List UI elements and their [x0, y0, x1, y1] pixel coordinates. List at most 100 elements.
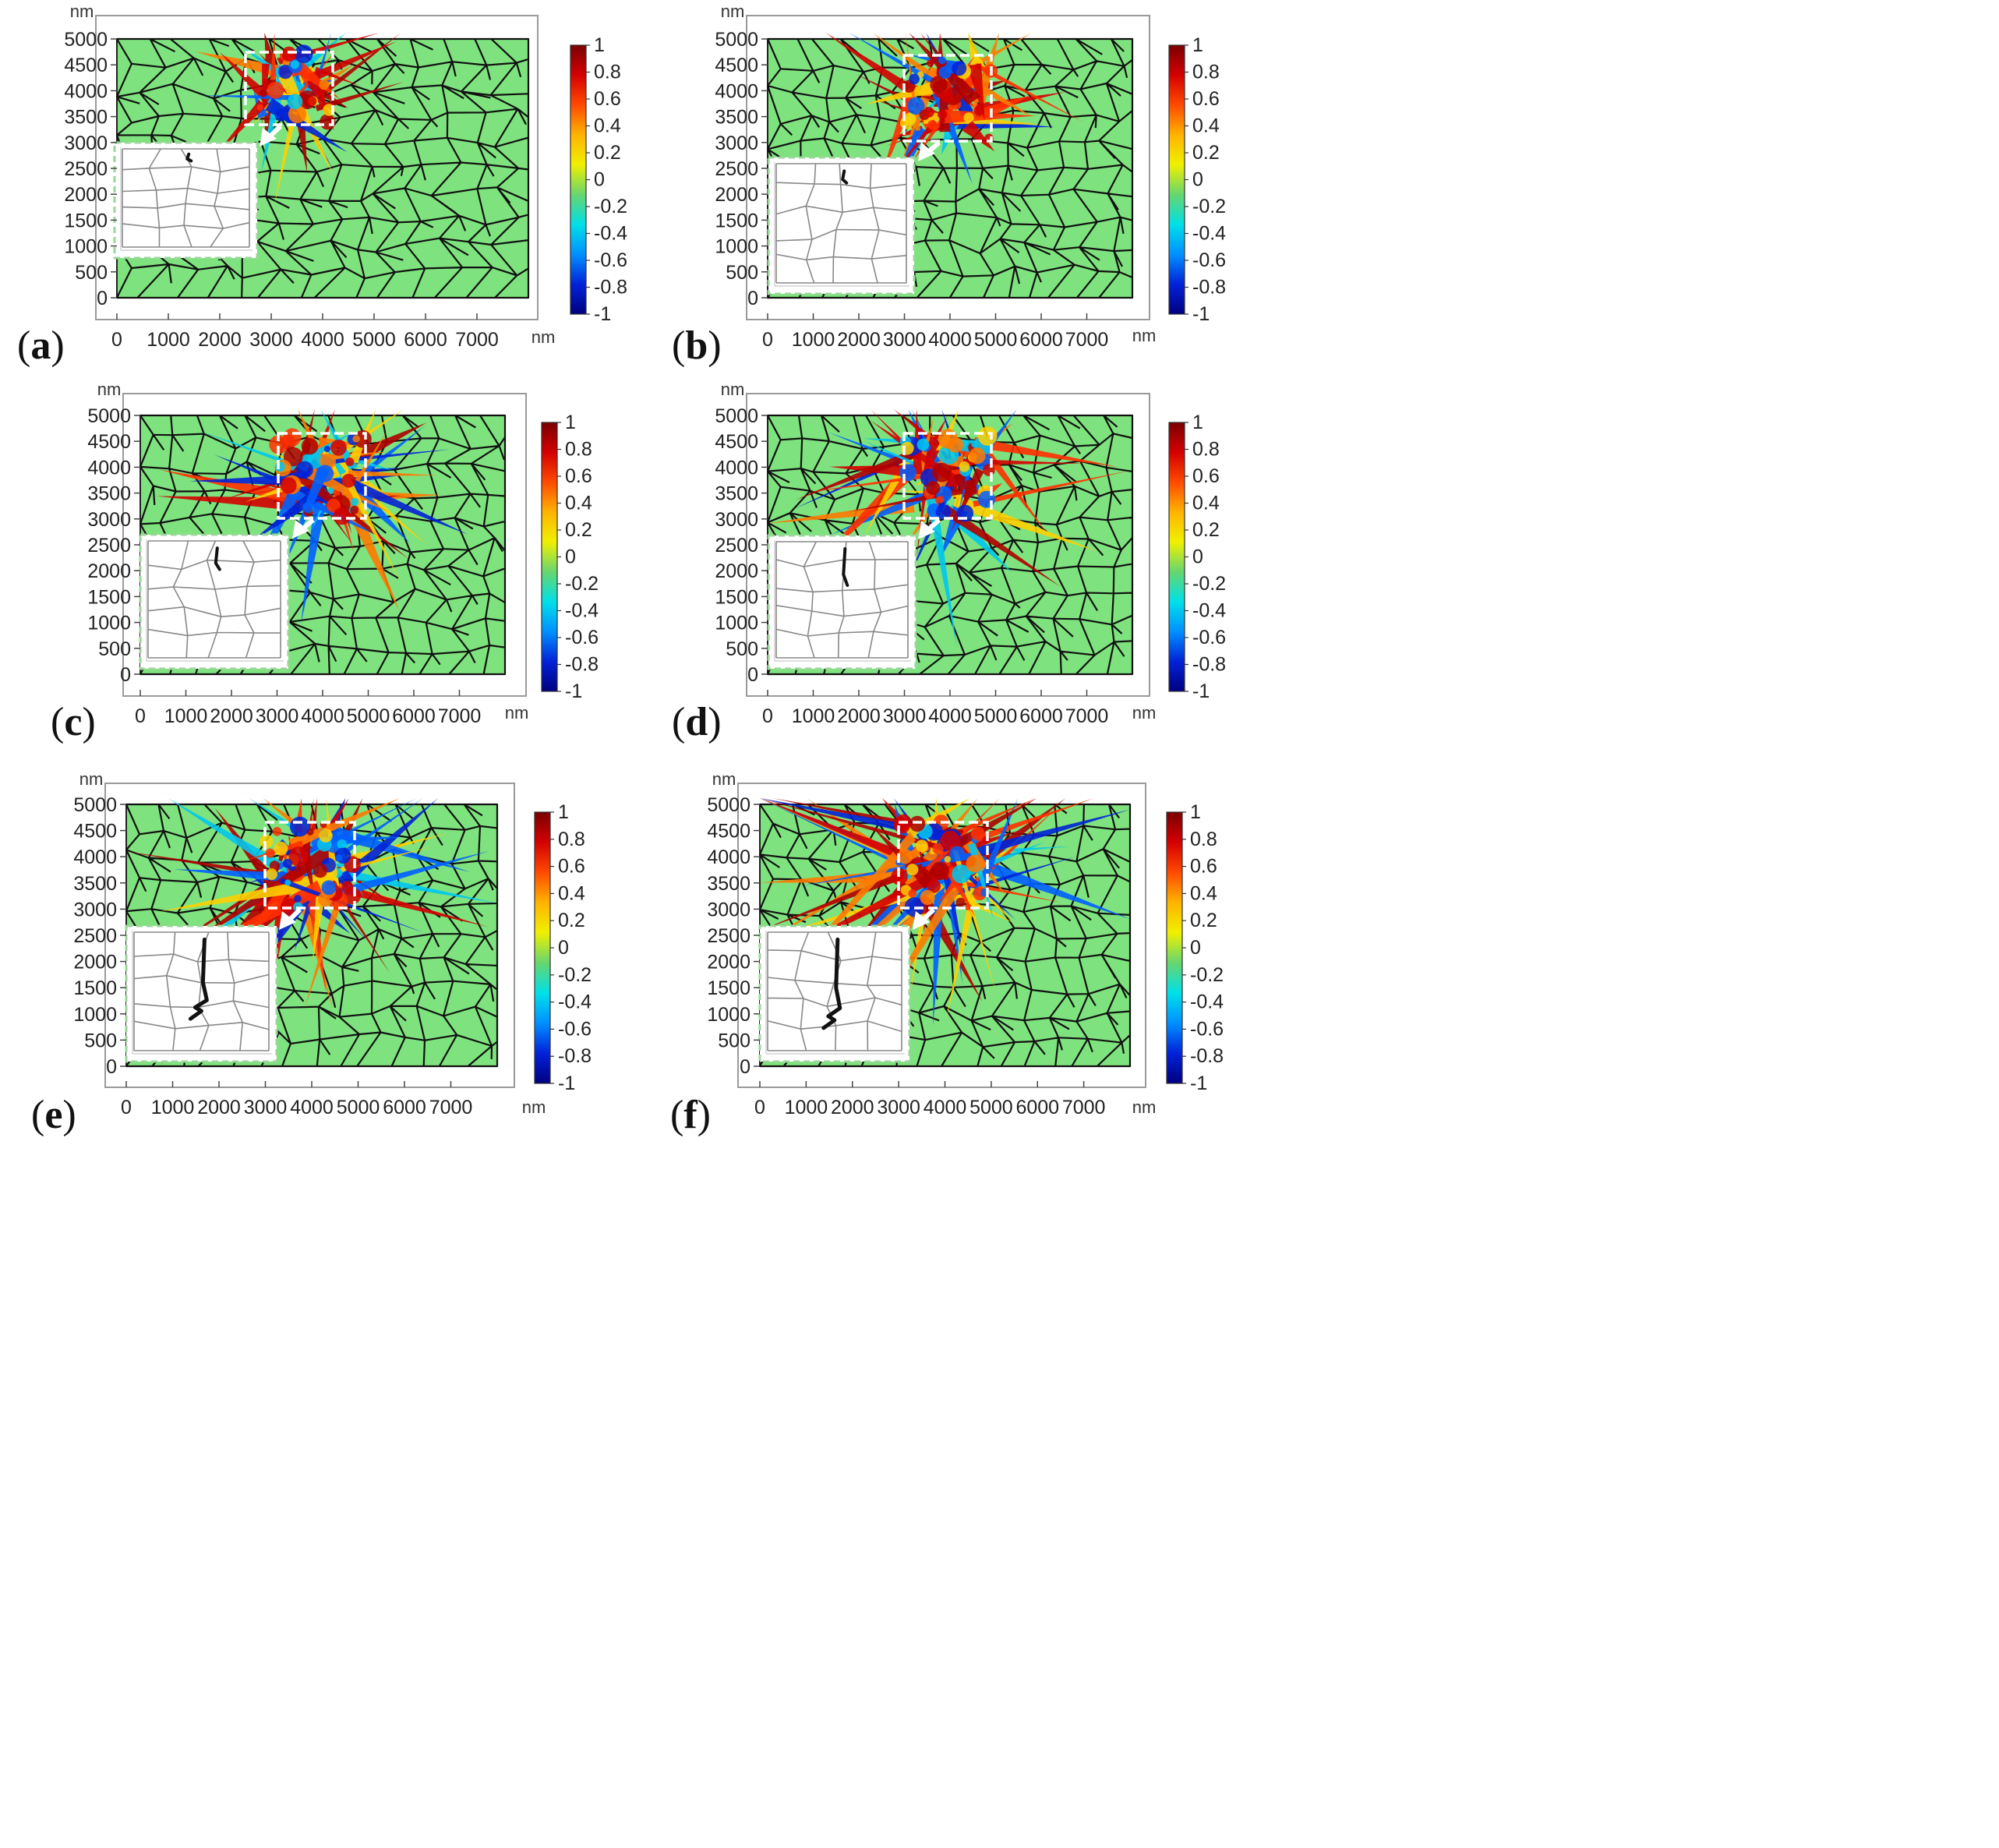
x-tick-label: 4000: [924, 1097, 967, 1118]
colorbar-tick-label: -0.2: [1192, 573, 1226, 595]
damage-spot: [335, 854, 343, 861]
colorbar-tick-label: -0.6: [1192, 249, 1226, 271]
y-tick-label: 4500: [707, 821, 751, 843]
damage-field: [195, 33, 404, 205]
x-tick-label: 6000: [392, 705, 436, 727]
damage-spot: [302, 502, 314, 514]
colorbar-tick-label: -0.2: [565, 573, 599, 595]
colorbar-tick-label: -0.8: [1190, 1045, 1224, 1067]
damage-spot: [290, 60, 299, 69]
y-unit-label: nm: [97, 380, 122, 399]
y-tick-label: 500: [98, 638, 131, 660]
colorbar-tick-label: 0: [1192, 546, 1203, 568]
x-unit-label: nm: [505, 703, 529, 723]
damage-spot: [341, 473, 356, 488]
y-unit-label: nm: [721, 2, 745, 21]
damage-spot: [301, 437, 319, 455]
x-tick-label: 5000: [974, 329, 1018, 351]
y-tick-label: 3500: [73, 873, 117, 895]
colorbar-tick-label: -0.4: [565, 600, 599, 622]
inset-background: [768, 535, 916, 669]
colorbar-tick-label: 0: [558, 937, 569, 959]
damage-wedge: [324, 850, 490, 902]
inset-background: [126, 926, 277, 1062]
inset-border: [125, 924, 278, 1063]
y-tick-label: 2000: [87, 560, 131, 582]
damage-wedge: [760, 863, 924, 931]
damage-spot: [267, 81, 284, 99]
x-tick-label: 6000: [1019, 329, 1063, 351]
colorbar-tick-label: 0.8: [1192, 439, 1220, 461]
damage-spot: [274, 461, 285, 472]
x-tick-label: 4000: [928, 705, 972, 727]
damage-wedge: [168, 798, 283, 868]
damage-spot: [899, 464, 917, 482]
damage-wedge: [217, 100, 267, 154]
y-tick-label: 500: [75, 262, 108, 284]
x-tick-label: 0: [754, 1097, 765, 1118]
y-tick-label: 1500: [715, 210, 758, 231]
colorbar-tick-label: 0.2: [558, 910, 585, 931]
zoom-arrow-head: [292, 520, 309, 539]
y-tick-label: 4000: [64, 80, 108, 102]
x-tick-label: 4000: [301, 329, 344, 351]
damage-wedge: [307, 41, 397, 83]
panel-label: (f): [670, 1093, 711, 1137]
x-tick-label: 4000: [301, 705, 344, 727]
y-tick-label: 5000: [64, 29, 108, 51]
colorbar-tick-label: -0.8: [565, 654, 599, 676]
panels-root: 0500100015002000250030003500400045005000…: [17, 2, 1226, 1137]
damage-spot: [915, 839, 928, 853]
inset-grains: [775, 541, 909, 659]
x-unit-label: nm: [532, 327, 556, 347]
y-tick-label: 3500: [715, 107, 758, 129]
x-tick-label: 5000: [969, 1097, 1013, 1118]
y-tick-label: 1000: [715, 613, 758, 634]
y-tick-label: 3000: [707, 899, 751, 920]
panel-a: 0 500 1000 1500 2000 2500 3000 3500 4000 4500 5000…: [17, 2, 627, 368]
y-tick-label: 3500: [64, 107, 108, 129]
damage-wedge: [279, 878, 424, 933]
y-tick-label: 2500: [715, 535, 758, 557]
inset-background: [768, 157, 914, 294]
x-tick-label: 1000: [151, 1097, 195, 1118]
colorbar-tick-label: 0.8: [1192, 62, 1220, 83]
damage-spot: [973, 105, 984, 116]
x-tick-label: 2000: [198, 329, 242, 351]
inset-border: [113, 141, 259, 260]
x-tick-label: 0: [121, 1097, 132, 1118]
y-tick-label: 1500: [73, 977, 117, 999]
damage-spot: [907, 97, 925, 115]
x-tick-label: 7000: [1065, 329, 1109, 351]
zoom-box: [902, 432, 993, 520]
damage-spot: [938, 65, 952, 80]
damage-spot: [935, 504, 952, 520]
panel-e: 0 500 1000 1500 2000 2500 3000 3500 4000 4500 5000…: [31, 769, 592, 1137]
y-tick-label: 4500: [715, 431, 758, 453]
panel-label: (b): [672, 323, 722, 368]
x-tick-label: 1000: [164, 705, 208, 727]
damage-wedge: [315, 81, 404, 111]
x-tick-label: 0: [762, 705, 773, 727]
zoom-arrow-head: [260, 128, 277, 147]
damage-spot: [952, 864, 971, 884]
damage-wedge: [924, 798, 1000, 872]
y-tick-label: 2000: [715, 184, 758, 206]
inset-zoom: [758, 924, 911, 1063]
colorbar-tick-label: 1: [1192, 412, 1203, 433]
colorbar-tick-label: -0.4: [1192, 600, 1226, 622]
y-tick-label: 500: [84, 1030, 117, 1051]
damage-spot: [284, 879, 291, 886]
y-tick-label: 500: [726, 262, 758, 284]
damage-spot: [970, 826, 985, 841]
y-tick-label: 4500: [73, 821, 117, 843]
inset-zoom: [113, 141, 259, 260]
colorbar-tick-label: 1: [1192, 34, 1203, 56]
colorbar: [1168, 422, 1185, 692]
colorbar-tick-label: -0.6: [1190, 1018, 1224, 1040]
inset-grains: [122, 148, 250, 248]
zoom-arrow-head: [913, 911, 930, 930]
damage-spot: [927, 879, 941, 893]
colorbar-tick-label: -1: [1192, 680, 1210, 702]
damage-spot: [932, 462, 952, 482]
